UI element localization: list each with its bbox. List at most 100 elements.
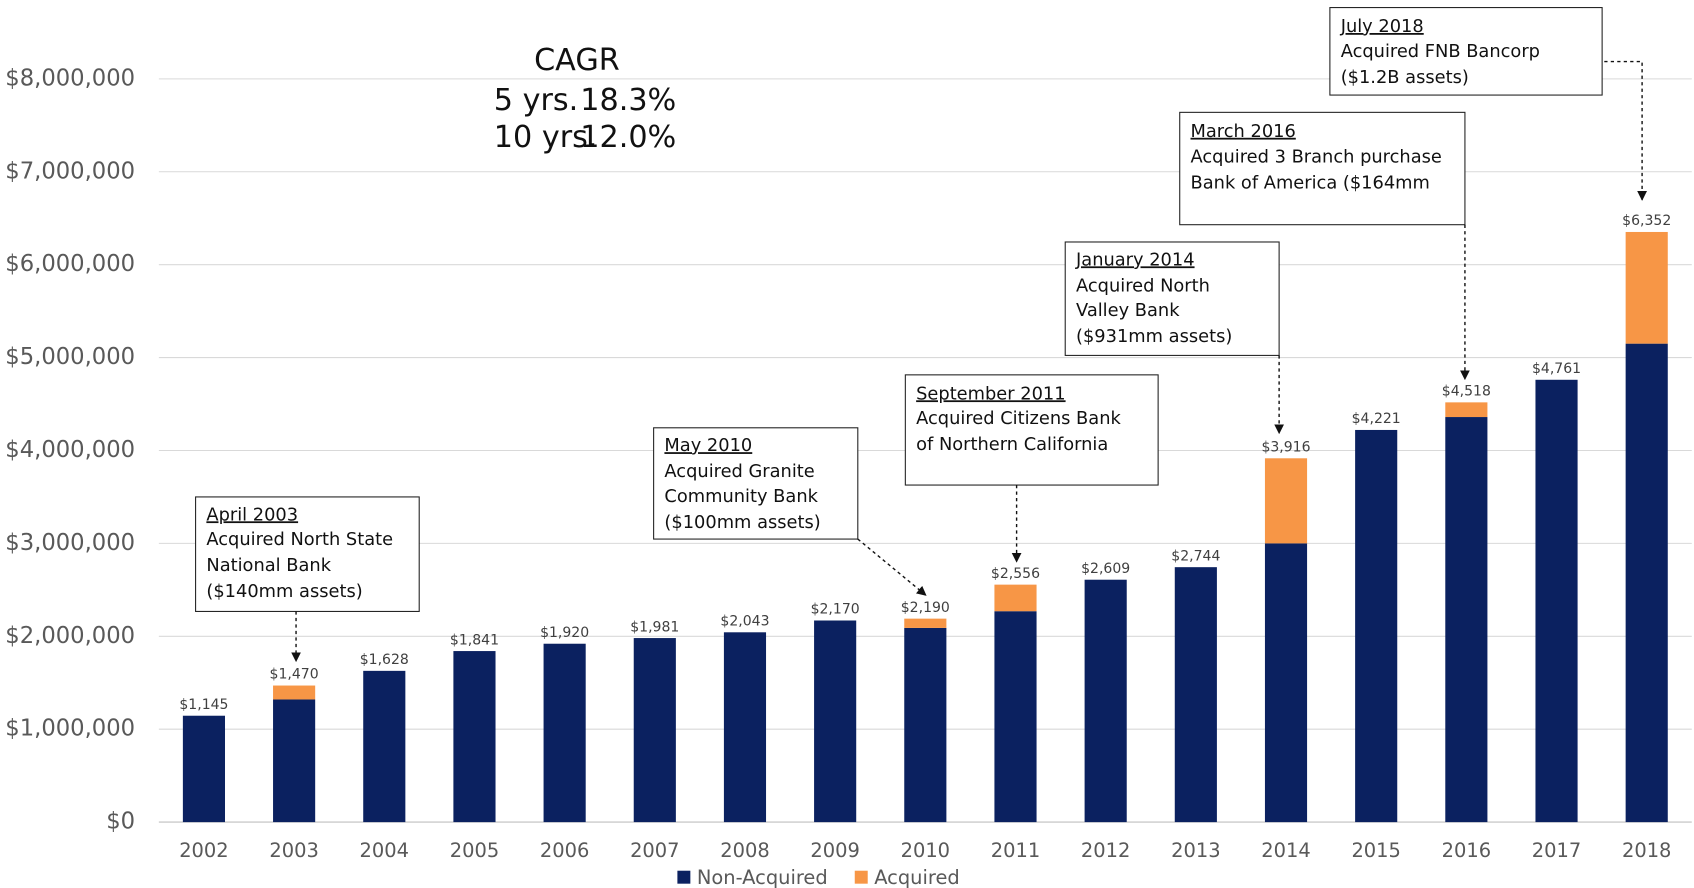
bar-segment bbox=[1445, 402, 1488, 418]
x-tick-label: 2018 bbox=[1622, 839, 1671, 862]
annotation-arrow bbox=[857, 538, 927, 596]
total-label: $4,221 bbox=[1352, 411, 1401, 427]
annotation-date: May 2010 bbox=[664, 435, 752, 456]
legend-swatch bbox=[677, 870, 691, 884]
total-label: $1,470 bbox=[270, 667, 319, 683]
total-label: $2,190 bbox=[901, 600, 950, 616]
bar-segment bbox=[1445, 417, 1488, 823]
cagr-rate: 18.3% bbox=[580, 83, 676, 118]
annotation-text: ($100mm assets) bbox=[664, 512, 820, 533]
annotation-box bbox=[904, 374, 1159, 486]
annotation-box bbox=[653, 427, 859, 540]
bar-segment bbox=[1174, 567, 1217, 823]
bar-segment bbox=[994, 584, 1037, 612]
annotation-text: Acquired 3 Branch purchase bbox=[1191, 147, 1442, 168]
bar-segment bbox=[1625, 343, 1668, 823]
total-label: $4,518 bbox=[1442, 384, 1491, 400]
y-tick-label: $2,000,000 bbox=[5, 623, 135, 649]
bar-segment bbox=[1355, 429, 1398, 823]
x-tick-label: 2008 bbox=[720, 839, 769, 862]
total-label: $1,145 bbox=[179, 697, 228, 713]
bar-segment bbox=[543, 643, 586, 823]
bar-segment bbox=[1535, 379, 1578, 823]
x-tick-label: 2006 bbox=[540, 839, 589, 862]
total-label: $1,841 bbox=[450, 632, 499, 648]
annotation-text: Acquired Citizens Bank bbox=[916, 408, 1121, 429]
cagr-title: CAGR bbox=[534, 43, 620, 78]
annotation-box bbox=[1179, 111, 1466, 226]
bar-segment bbox=[723, 632, 767, 823]
x-tick-label: 2013 bbox=[1171, 839, 1220, 862]
bar-segment bbox=[1625, 231, 1668, 344]
annotation-date: January 2014 bbox=[1075, 249, 1195, 270]
annotation-text: ($140mm assets) bbox=[206, 581, 362, 602]
bar-segment bbox=[633, 638, 676, 823]
cagr-period: 10 yrs. bbox=[494, 120, 598, 155]
bar-segment bbox=[904, 618, 947, 628]
legend-label: Non-Acquired bbox=[697, 866, 828, 888]
x-tick-label: 2004 bbox=[360, 839, 409, 862]
annotation-arrow bbox=[1604, 60, 1648, 201]
legend-label: Acquired bbox=[874, 866, 960, 888]
total-label: $2,744 bbox=[1171, 548, 1220, 564]
bar-segment bbox=[904, 627, 947, 823]
total-label: $3,916 bbox=[1261, 439, 1310, 455]
bar-segment bbox=[1084, 579, 1127, 823]
bar-segment bbox=[363, 670, 406, 823]
x-tick-label: 2014 bbox=[1261, 839, 1310, 862]
bar-segment bbox=[1264, 543, 1308, 823]
y-tick-label: $0 bbox=[106, 809, 135, 835]
y-tick-label: $1,000,000 bbox=[5, 716, 135, 742]
x-tick-label: 2007 bbox=[630, 839, 679, 862]
annotation-text: Acquired Granite bbox=[664, 461, 814, 482]
y-tick-label: $8,000,000 bbox=[5, 65, 135, 91]
bar-segment bbox=[814, 620, 857, 823]
total-label: $2,609 bbox=[1081, 561, 1130, 577]
annotation-date: April 2003 bbox=[206, 504, 298, 525]
bar-segment bbox=[273, 685, 316, 700]
y-tick-label: $4,000,000 bbox=[5, 437, 135, 463]
x-tick-label: 2017 bbox=[1532, 839, 1581, 862]
annotation-box bbox=[195, 496, 420, 612]
annotation-date: March 2016 bbox=[1191, 121, 1296, 142]
cagr-rate: 12.0% bbox=[580, 120, 676, 155]
total-label: $2,170 bbox=[811, 602, 860, 618]
bar-segment bbox=[453, 651, 496, 823]
bar-segment bbox=[182, 715, 226, 823]
x-tick-label: 2002 bbox=[179, 839, 228, 862]
x-tick-label: 2015 bbox=[1351, 839, 1400, 862]
bar-segment bbox=[994, 611, 1037, 823]
annotation-text: Acquired FNB Bancorp bbox=[1341, 41, 1540, 62]
y-tick-label: $3,000,000 bbox=[5, 530, 135, 556]
annotation-text: Bank of America ($164mm bbox=[1191, 173, 1430, 194]
annotation-date: July 2018 bbox=[1340, 16, 1424, 37]
annotation-text: of Northern California bbox=[916, 434, 1108, 455]
annotation-text: National Bank bbox=[206, 555, 331, 576]
y-tick-label: $7,000,000 bbox=[5, 158, 135, 184]
annotation-text: ($931mm assets) bbox=[1076, 326, 1232, 347]
total-label: $1,628 bbox=[360, 652, 409, 668]
bar-segment bbox=[1264, 458, 1308, 544]
x-tick-label: 2011 bbox=[991, 839, 1040, 862]
cagr-period: 5 yrs. bbox=[494, 83, 579, 118]
total-label: $2,043 bbox=[720, 613, 769, 629]
x-tick-label: 2003 bbox=[269, 839, 318, 862]
annotation-text: ($1.2B assets) bbox=[1341, 67, 1469, 88]
x-tick-label: 2005 bbox=[450, 839, 499, 862]
total-label: $6,352 bbox=[1622, 213, 1671, 229]
annotation-box bbox=[1329, 7, 1603, 96]
annotation-text: Valley Bank bbox=[1076, 300, 1180, 321]
total-label: $1,920 bbox=[540, 625, 589, 641]
x-tick-label: 2012 bbox=[1081, 839, 1130, 862]
total-label: $1,981 bbox=[630, 619, 679, 635]
annotation-text: Acquired North bbox=[1076, 275, 1210, 296]
x-tick-label: 2009 bbox=[810, 839, 859, 862]
total-label: $4,761 bbox=[1532, 361, 1581, 377]
legend-swatch bbox=[854, 870, 868, 884]
annotation-date: September 2011 bbox=[916, 383, 1065, 404]
x-tick-label: 2010 bbox=[901, 839, 950, 862]
annotation-box bbox=[1064, 241, 1280, 356]
x-tick-label: 2016 bbox=[1442, 839, 1491, 862]
y-tick-label: $6,000,000 bbox=[5, 251, 135, 277]
